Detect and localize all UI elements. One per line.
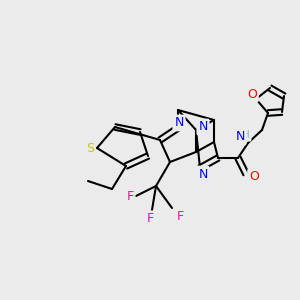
Text: O: O [249,170,259,184]
Text: F: F [176,211,184,224]
Text: N: N [235,130,245,143]
Text: N: N [198,121,208,134]
Text: H: H [242,130,250,140]
Text: O: O [247,88,257,100]
Text: S: S [86,142,94,155]
Text: F: F [146,212,154,226]
Text: N: N [174,116,184,130]
Text: F: F [126,190,134,203]
Text: N: N [198,167,208,181]
